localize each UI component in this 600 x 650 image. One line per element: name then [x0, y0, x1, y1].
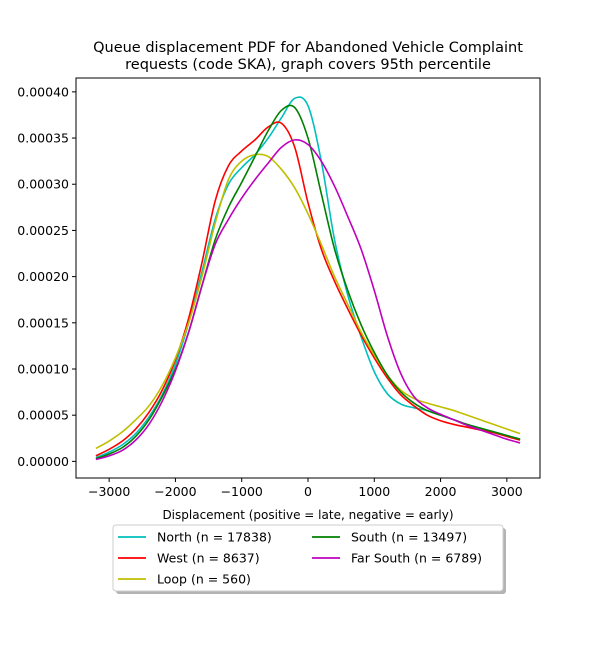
legend-label-2: Loop (n = 560) — [157, 572, 251, 587]
x-tick-label: −1000 — [221, 484, 263, 499]
legend-label-0: North (n = 17838) — [157, 530, 272, 545]
y-tick-label: 0.00015 — [17, 315, 69, 330]
x-tick-label: −2000 — [154, 484, 196, 499]
x-tick-label: 2000 — [425, 484, 457, 499]
y-tick-label: 0.00020 — [17, 269, 69, 284]
y-tick-label: 0.00000 — [17, 454, 69, 469]
legend-label-3: South (n = 13497) — [351, 530, 467, 545]
x-tick-label: 3000 — [491, 484, 523, 499]
y-tick-label: 0.00040 — [17, 84, 69, 99]
x-tick-label: −3000 — [88, 484, 130, 499]
legend-label-4: Far South (n = 6789) — [351, 551, 482, 566]
x-axis-ticks: −3000 −2000 −1000 0 1000 2000 3000 — [88, 478, 523, 499]
y-tick-label: 0.00005 — [17, 408, 69, 423]
x-tick-label: 1000 — [358, 484, 390, 499]
legend-box — [112, 524, 504, 592]
legend-label-1: West (n = 8637) — [157, 551, 260, 566]
x-tick-label: 0 — [304, 484, 312, 499]
series-line-2 — [95, 153, 521, 450]
series-line-0 — [95, 96, 521, 459]
chart-title-line2: requests (code SKA), graph covers 95th p… — [125, 57, 491, 73]
y-tick-label: 0.00025 — [17, 223, 69, 238]
chart-title-line1: Queue displacement PDF for Abandoned Veh… — [93, 40, 523, 56]
legend: North (n = 17838) West (n = 8637) Loop (n … — [112, 524, 506, 594]
y-tick-label: 0.00010 — [17, 361, 69, 376]
plot-lines — [95, 96, 521, 461]
y-tick-label: 0.00030 — [17, 177, 69, 192]
y-tick-label: 0.00035 — [17, 131, 69, 146]
series-line-1 — [95, 121, 521, 457]
x-axis-label: Displacement (positive = late, negative … — [162, 508, 453, 522]
y-axis-ticks: 0.00000 0.00005 0.00010 0.00015 0.00020 0.000… — [17, 84, 76, 469]
series-line-4 — [95, 139, 521, 461]
